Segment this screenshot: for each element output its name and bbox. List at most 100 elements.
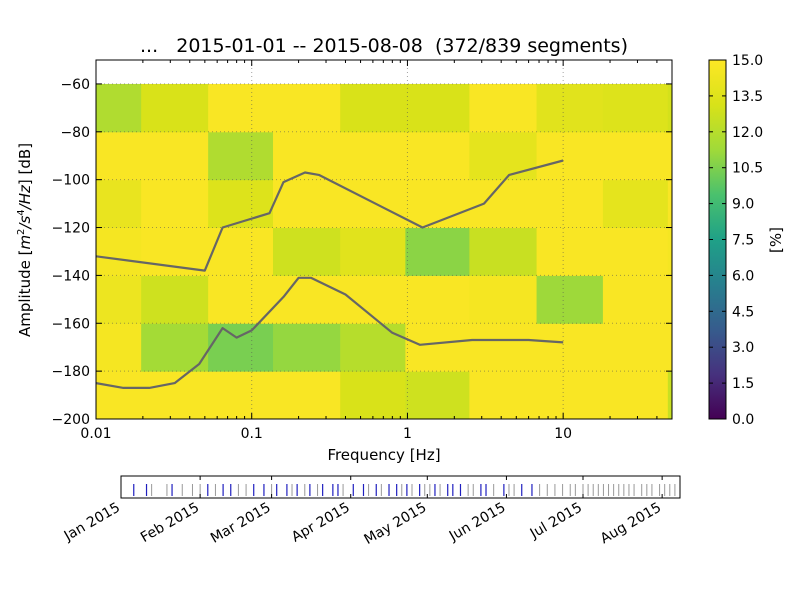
percentile-lines <box>96 159 564 389</box>
heatmap-cell <box>667 179 672 229</box>
y-label-hz: /Hz <box>16 184 34 211</box>
y-label-m: m <box>16 235 34 250</box>
heatmap-cell <box>667 227 672 276</box>
heatmap-cell <box>141 275 209 324</box>
chart-title: ... 2015-01-01 -- 2015-08-08 (372/839 se… <box>140 35 628 57</box>
timeline-tick-label: Feb 2015 <box>138 500 202 546</box>
y-tick-label: −140 <box>52 268 90 284</box>
heatmap-cell <box>208 371 274 419</box>
heatmap-cell <box>602 371 669 419</box>
percentile-line-2 <box>96 276 564 389</box>
heatmap-cell <box>667 371 672 419</box>
y-label-s: /s <box>16 216 34 231</box>
x-tick-label: 0.01 <box>80 426 111 442</box>
y-tick-label: −200 <box>52 412 90 428</box>
heatmap-cell <box>340 371 406 419</box>
heatmap-cell <box>208 83 274 133</box>
y-tick-label: −60 <box>60 77 90 93</box>
heatmap-cell <box>273 179 341 229</box>
heatmap-cell <box>602 83 669 133</box>
y-label-prefix: Amplitude [ <box>16 250 34 338</box>
heatmap-cell <box>273 83 341 133</box>
colorbar-tick-label: 15.0 <box>732 53 763 69</box>
heatmap-cell <box>96 227 142 276</box>
colorbar-label: [%] <box>767 227 785 253</box>
heatmap-cell <box>96 275 142 324</box>
heatmap-cell <box>536 227 604 276</box>
heatmap-cell <box>340 131 406 181</box>
heatmap-cell <box>602 131 669 181</box>
heatmap-cell <box>667 83 672 133</box>
heatmap-cells <box>96 83 672 419</box>
heatmap-cell <box>667 323 672 372</box>
y-tick-label: −160 <box>52 316 90 332</box>
heatmap-cell <box>96 371 142 419</box>
heatmap-cell <box>208 131 274 181</box>
heatmap-cell <box>141 83 209 133</box>
y-tick-label: −80 <box>60 125 90 141</box>
heatmap-cell <box>536 371 604 419</box>
heatmap-cell <box>469 83 538 133</box>
heatmap-cell <box>141 227 209 276</box>
colorbar-tick-label: 12.0 <box>732 125 763 141</box>
heatmap-cell <box>405 275 470 324</box>
colorbar-ticks: 0.0 1.5 3.0 4.5 6.0 7.5 9.0 10.5 12.0 13.5 15.0 <box>709 53 763 428</box>
timeline-tick-label: May 2015 <box>362 500 430 548</box>
heatmap-cell <box>405 371 470 419</box>
timeline-frame <box>120 475 681 499</box>
heatmap-cell <box>273 323 341 372</box>
y-label-sup4: 4 <box>16 209 27 215</box>
y-label-suffix: ] [dB] <box>16 143 34 185</box>
y-label-sup2: 2 <box>16 229 27 235</box>
heatmap-cell <box>469 371 538 419</box>
heatmap-cell <box>405 227 470 276</box>
heatmap-cell <box>273 275 341 324</box>
colorbar-tick-label: 4.5 <box>732 304 754 320</box>
timeline-tick-label: Aug 2015 <box>598 500 664 548</box>
heatmap-cell <box>96 83 142 133</box>
heatmap-cell <box>469 323 538 372</box>
heatmap-cell <box>536 179 604 229</box>
y-tick-label: −100 <box>52 173 90 189</box>
heatmap-cell <box>141 179 209 229</box>
axis-ticks: 0.01 0.1 1 10 −200 −180 −160 −140 −120 −100 −80 −60 <box>52 60 672 442</box>
heatmap-cell <box>340 83 406 133</box>
heatmap-cell <box>208 227 274 276</box>
timeline-tick-label: Jul 2015 <box>527 500 585 543</box>
heatmap-cell <box>469 131 538 181</box>
y-tick-label: −180 <box>52 364 90 380</box>
heatmap-cell <box>469 227 538 276</box>
x-axis-label: Frequency [Hz] <box>327 446 440 464</box>
heatmap-cell <box>340 179 406 229</box>
heatmap-cell <box>141 371 209 419</box>
heatmap-cell <box>340 323 406 372</box>
timeline-axis: Jan 2015 Feb 2015 Mar 2015 Apr 2015 May 2015… <box>61 476 676 548</box>
x-tick-label: 10 <box>554 426 572 442</box>
heatmap-cell <box>340 227 406 276</box>
colorbar-tick-label: 10.5 <box>732 161 763 177</box>
heatmap-cell <box>405 131 470 181</box>
colorbar-tick-label: 13.5 <box>732 89 763 105</box>
x-tick-label: 0.1 <box>241 426 263 442</box>
colorbar-tick-label: 1.5 <box>732 376 754 392</box>
plot-frame <box>95 59 673 420</box>
heatmap-cell <box>96 323 142 372</box>
grid-lines <box>96 60 672 419</box>
heatmap-cell <box>536 83 604 133</box>
heatmap-cell <box>602 275 669 324</box>
heatmap-cell <box>602 179 669 229</box>
colorbar-tick-label: 9.0 <box>732 197 754 213</box>
heatmap-cell <box>273 227 341 276</box>
heatmap-cell <box>667 275 672 324</box>
heatmap-cell <box>208 179 274 229</box>
colorbar-tick-label: 6.0 <box>732 268 754 284</box>
y-tick-label: −120 <box>52 221 90 237</box>
x-tick-label: 1 <box>403 426 412 442</box>
heatmap-cell <box>208 323 274 372</box>
heatmap-cell <box>208 275 274 324</box>
colorbar-tick-label: 0.0 <box>732 412 754 428</box>
heatmap-cell <box>405 179 470 229</box>
heatmap-cell <box>536 323 604 372</box>
heatmap-cell <box>602 227 669 276</box>
